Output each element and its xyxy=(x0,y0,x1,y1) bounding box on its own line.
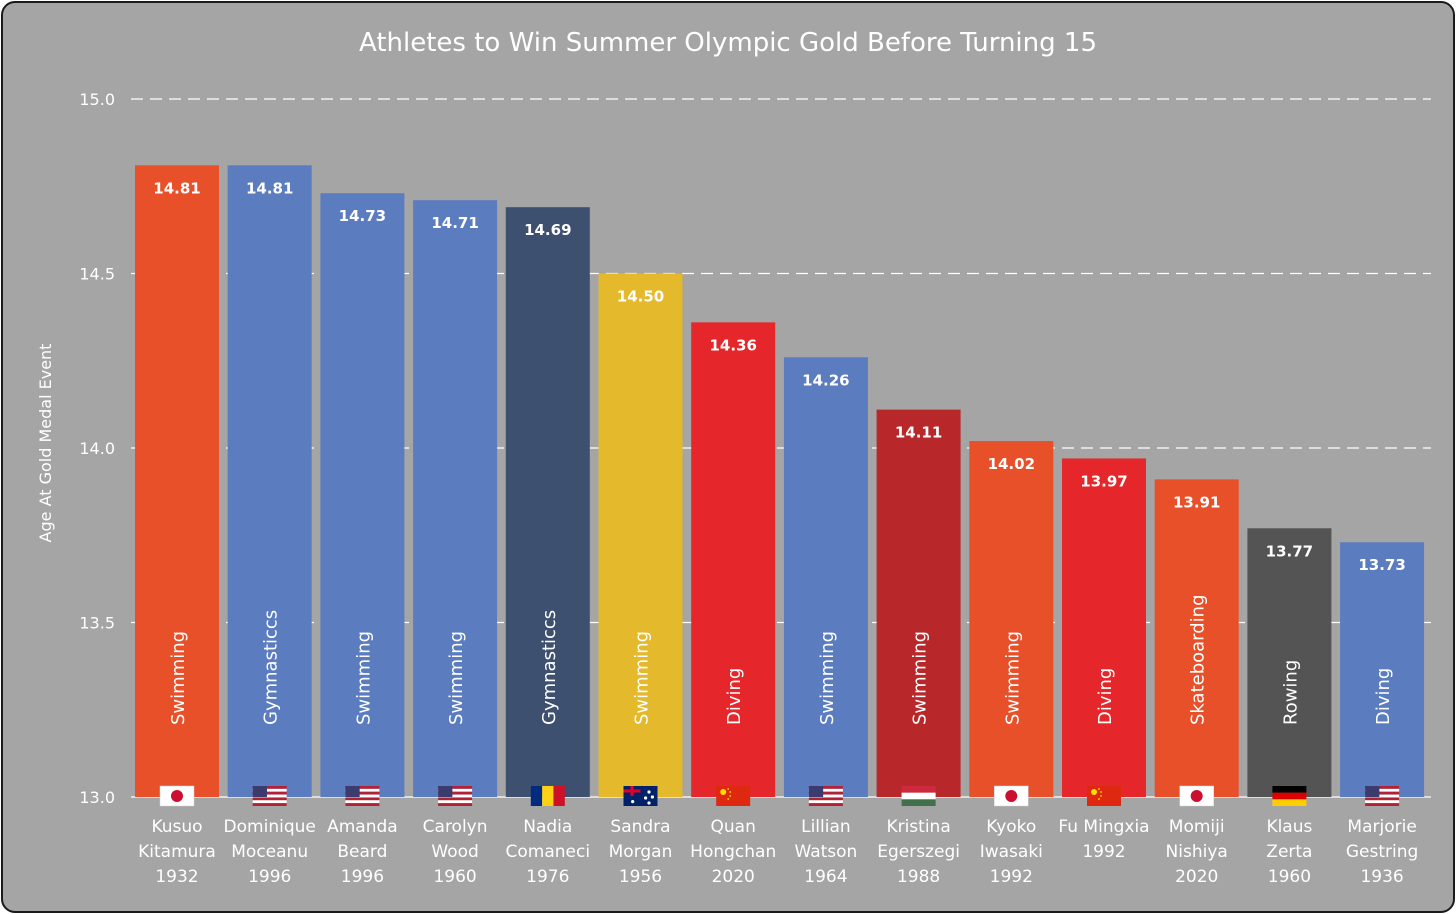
bar-value-label: 13.97 xyxy=(1080,472,1127,490)
x-tick-label: Momiji Nishiya 2020 xyxy=(1166,817,1228,887)
usa-flag-icon xyxy=(252,786,287,806)
bar-group: 14.11 Swimming xyxy=(876,409,961,806)
bar xyxy=(505,207,590,797)
bar-group: 14.36 Diving xyxy=(691,322,776,806)
sport-label: Diving xyxy=(1373,668,1394,725)
china-flag-icon xyxy=(716,786,751,806)
sport-label: Swimming xyxy=(910,631,931,725)
x-tick-label: Lillian Watson 1964 xyxy=(794,817,857,887)
bar-value-label: 14.81 xyxy=(153,179,200,197)
bar-group: 14.81 Swimming xyxy=(135,165,219,807)
bar xyxy=(1247,528,1332,797)
romania-flag-icon xyxy=(530,786,565,806)
y-tick-label: 15.0 xyxy=(79,90,115,109)
bar-group: 13.97 Diving xyxy=(1062,458,1146,806)
x-tick-label: Amanda Beard 1996 xyxy=(327,817,398,887)
sport-label: Rowing xyxy=(1280,660,1301,725)
bar xyxy=(1154,479,1239,797)
bar-value-label: 14.73 xyxy=(339,207,386,225)
usa-flag-icon xyxy=(1365,786,1400,806)
sport-label: Swimming xyxy=(817,631,838,725)
bar xyxy=(227,165,312,797)
x-tick-label: Nadia Comaneci 1976 xyxy=(506,817,591,887)
bar-group: 14.50 Swimming xyxy=(598,273,683,806)
sport-label: Swimming xyxy=(1002,631,1023,725)
bar xyxy=(598,273,683,797)
bar xyxy=(1340,542,1425,797)
germany-flag-icon xyxy=(1272,786,1307,806)
australia-flag-icon xyxy=(623,786,658,806)
bar-value-label: 14.69 xyxy=(524,221,571,239)
bar xyxy=(783,357,868,797)
bar-group: 14.71 Swimming xyxy=(413,200,498,806)
bar xyxy=(135,165,219,797)
x-tick-label: Kristina Egerszegi 1988 xyxy=(877,817,960,887)
sport-label: Skateboarding xyxy=(1188,594,1209,725)
x-tick-label: Dominique Moceanu 1996 xyxy=(224,817,316,887)
bar-value-label: 14.11 xyxy=(895,424,942,442)
x-tick-label: Kyoko Iwasaki 1992 xyxy=(980,817,1043,887)
bar-group: 13.91 Skateboarding xyxy=(1154,479,1239,807)
bar xyxy=(876,409,961,797)
bar xyxy=(969,441,1054,797)
sport-label: Swimming xyxy=(168,631,189,725)
sport-label: Swimming xyxy=(632,631,653,725)
bar-value-label: 14.26 xyxy=(802,371,849,389)
sport-label: Diving xyxy=(724,668,745,725)
usa-flag-icon xyxy=(808,786,843,806)
bar xyxy=(413,200,498,797)
bar xyxy=(691,322,776,797)
sport-label: Gymnasticcs xyxy=(261,610,282,725)
x-tick-label: Quan Hongchan 2020 xyxy=(690,817,776,887)
bar-group: 14.26 Swimming xyxy=(783,357,868,806)
bar-value-label: 14.81 xyxy=(246,179,293,197)
japan-flag-icon xyxy=(994,785,1029,807)
china-flag-icon xyxy=(1087,786,1121,806)
y-tick-label: 14.5 xyxy=(79,265,115,284)
hungary-flag-icon xyxy=(901,786,936,806)
usa-flag-icon xyxy=(438,786,473,806)
bar-value-label: 14.36 xyxy=(709,336,756,354)
bar-group: 14.02 Swimming xyxy=(969,441,1054,807)
bar-group: 13.77 Rowing xyxy=(1247,528,1332,806)
japan-flag-icon xyxy=(1179,785,1214,807)
bar-group: 13.73 Diving xyxy=(1340,542,1425,806)
x-tick-label: Kusuo Kitamura 1932 xyxy=(138,817,216,887)
bar-value-label: 14.02 xyxy=(988,455,1035,473)
bar-group: 14.73 Swimming xyxy=(320,193,405,806)
sport-label: Gymnasticcs xyxy=(539,610,560,725)
y-tick-label: 14.0 xyxy=(79,439,115,458)
usa-flag-icon xyxy=(345,786,380,806)
bar-value-label: 14.71 xyxy=(431,214,478,232)
x-tick-label: Carolyn Wood 1960 xyxy=(423,817,488,887)
bar-value-label: 14.50 xyxy=(617,288,664,306)
x-tick-label: Marjorie Gestring 1936 xyxy=(1346,817,1418,887)
japan-flag-icon xyxy=(159,785,195,807)
bar-value-label: 13.91 xyxy=(1173,493,1220,511)
y-tick-label: 13.0 xyxy=(79,788,115,807)
x-tick-label: Klaus Zerta 1960 xyxy=(1266,817,1312,887)
bar-group: 14.69 Gymnasticcs xyxy=(505,207,590,806)
x-tick-label: Sandra Morgan 1956 xyxy=(609,817,673,887)
bar-chart: Athletes to Win Summer Olympic Gold Befo… xyxy=(36,28,1431,887)
bar-group: 14.81 Gymnasticcs xyxy=(227,165,312,806)
bars: 14.81 Swimming 14.81 Gymnasticcs 14.73 Swimmi… xyxy=(135,165,1425,807)
bar xyxy=(1062,458,1146,797)
bar xyxy=(320,193,405,798)
chart-title: Athletes to Win Summer Olympic Gold Befo… xyxy=(359,28,1097,58)
sport-label: Swimming xyxy=(446,631,467,725)
bar-value-label: 13.73 xyxy=(1358,556,1405,574)
sport-label: Swimming xyxy=(353,631,374,725)
y-tick-label: 13.5 xyxy=(79,614,115,633)
x-tick-label: Fu Mingxia 1992 xyxy=(1058,817,1149,862)
bar-value-label: 13.77 xyxy=(1266,542,1313,560)
y-axis-label: Age At Gold Medal Event xyxy=(36,344,55,543)
y-axis-ticks: 13.0 13.5 14.0 14.5 15.0 xyxy=(79,90,115,807)
sport-label: Diving xyxy=(1095,668,1116,725)
